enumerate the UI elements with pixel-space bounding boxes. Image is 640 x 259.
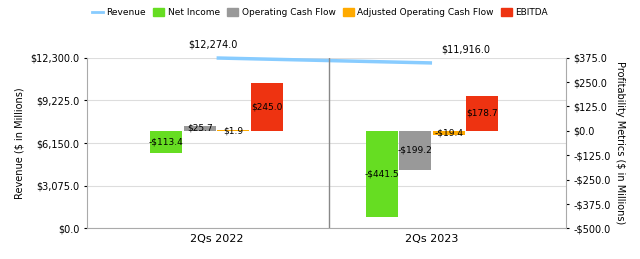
Text: -$19.4: -$19.4 — [435, 128, 463, 137]
Bar — [433, 131, 465, 135]
Bar — [467, 96, 498, 131]
Text: $11,916.0: $11,916.0 — [442, 45, 491, 55]
Bar — [150, 131, 182, 153]
Text: $25.7: $25.7 — [187, 124, 212, 133]
Text: $178.7: $178.7 — [467, 109, 498, 118]
Text: $12,274.0: $12,274.0 — [188, 40, 237, 50]
Text: -$113.4: -$113.4 — [149, 137, 184, 146]
Bar — [366, 131, 397, 217]
Y-axis label: Revenue ($ in Millions): Revenue ($ in Millions) — [15, 87, 25, 199]
Y-axis label: Profitability Metrics ($ in Millions): Profitability Metrics ($ in Millions) — [615, 61, 625, 225]
Text: -$441.5: -$441.5 — [364, 169, 399, 178]
Bar — [399, 131, 431, 170]
Text: -$199.2: -$199.2 — [398, 146, 433, 155]
Bar — [251, 83, 283, 131]
Legend: Revenue, Net Income, Operating Cash Flow, Adjusted Operating Cash Flow, EBITDA: Revenue, Net Income, Operating Cash Flow… — [88, 4, 552, 21]
Text: $1.9: $1.9 — [223, 126, 243, 135]
Text: $245.0: $245.0 — [251, 102, 282, 111]
Bar — [184, 126, 216, 131]
